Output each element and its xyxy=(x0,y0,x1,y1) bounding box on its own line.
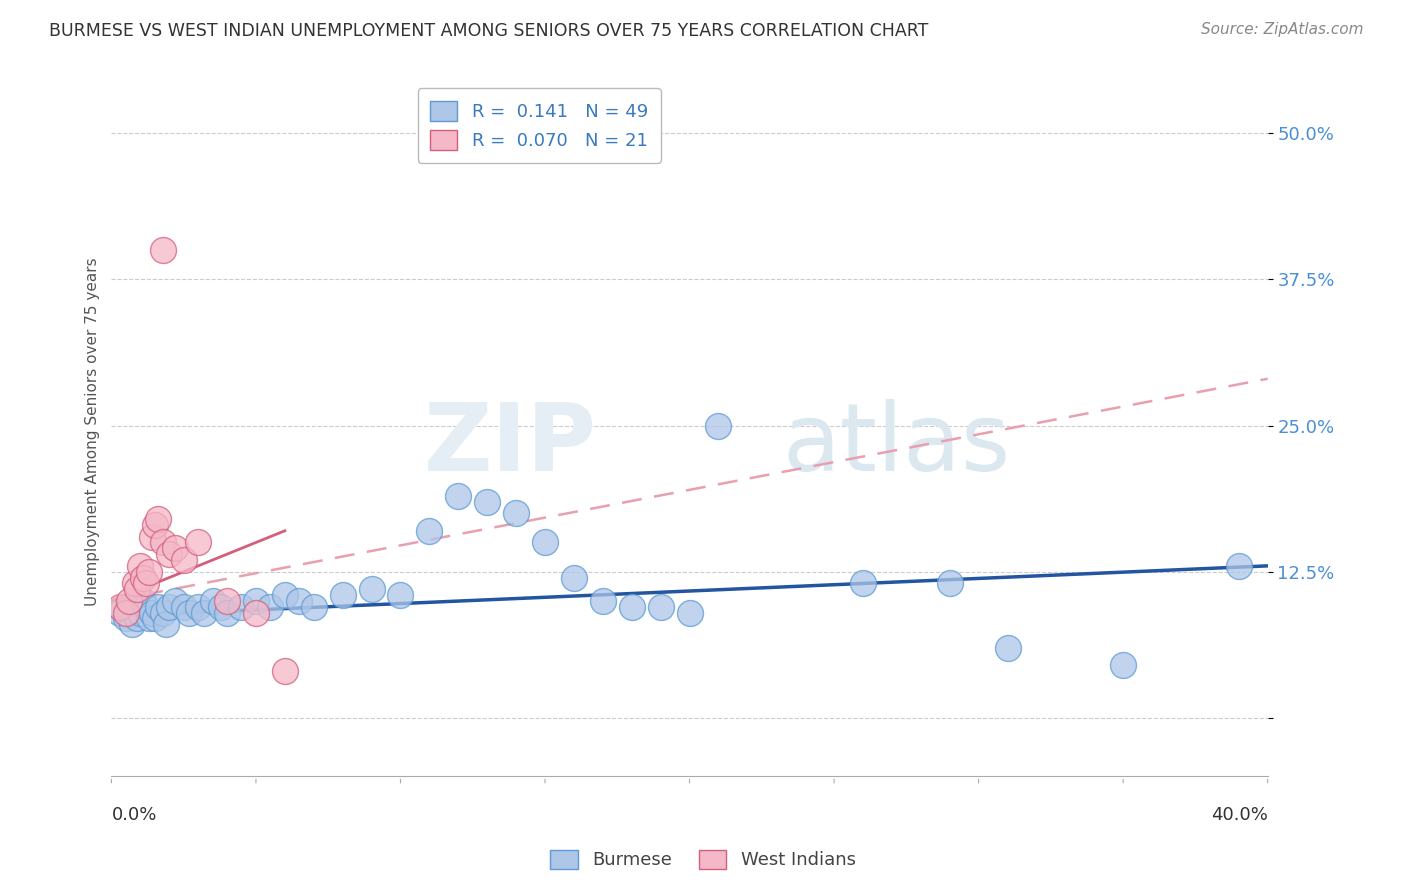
Point xyxy=(115,611,138,625)
Legend: Burmese, West Indians: Burmese, West Indians xyxy=(541,840,865,879)
Point xyxy=(332,588,354,602)
Text: 40.0%: 40.0% xyxy=(1211,805,1268,823)
Point xyxy=(129,558,152,573)
Point xyxy=(187,535,209,549)
Point xyxy=(1227,558,1250,573)
Point xyxy=(127,582,149,597)
Point xyxy=(127,611,149,625)
Text: BURMESE VS WEST INDIAN UNEMPLOYMENT AMONG SENIORS OVER 75 YEARS CORRELATION CHAR: BURMESE VS WEST INDIAN UNEMPLOYMENT AMON… xyxy=(49,22,928,40)
Text: atlas: atlas xyxy=(782,399,1011,491)
Point xyxy=(505,506,527,520)
Legend: R =  0.141   N = 49, R =  0.070   N = 21: R = 0.141 N = 49, R = 0.070 N = 21 xyxy=(418,88,661,162)
Point xyxy=(245,594,267,608)
Point xyxy=(157,547,180,561)
Point xyxy=(209,599,232,614)
Point xyxy=(132,594,155,608)
Point xyxy=(129,606,152,620)
Point xyxy=(155,617,177,632)
Point xyxy=(173,553,195,567)
Point xyxy=(115,606,138,620)
Point xyxy=(938,576,960,591)
Point xyxy=(163,541,186,556)
Text: ZIP: ZIP xyxy=(425,399,598,491)
Point xyxy=(135,576,157,591)
Point xyxy=(138,565,160,579)
Point xyxy=(852,576,875,591)
Point xyxy=(152,243,174,257)
Point xyxy=(259,599,281,614)
Point xyxy=(124,594,146,608)
Point xyxy=(146,512,169,526)
Point xyxy=(707,418,730,433)
Point xyxy=(650,599,672,614)
Point xyxy=(302,599,325,614)
Point xyxy=(360,582,382,597)
Point xyxy=(215,606,238,620)
Point xyxy=(108,599,131,614)
Point xyxy=(121,617,143,632)
Point xyxy=(620,599,643,614)
Point xyxy=(132,570,155,584)
Point xyxy=(152,606,174,620)
Point xyxy=(179,606,201,620)
Point xyxy=(146,599,169,614)
Point xyxy=(389,588,412,602)
Text: Source: ZipAtlas.com: Source: ZipAtlas.com xyxy=(1201,22,1364,37)
Point xyxy=(215,594,238,608)
Point xyxy=(534,535,557,549)
Point xyxy=(245,606,267,620)
Point xyxy=(118,594,141,608)
Point xyxy=(108,606,131,620)
Point xyxy=(1112,658,1135,673)
Point xyxy=(193,606,215,620)
Point xyxy=(157,599,180,614)
Point xyxy=(678,606,700,620)
Point xyxy=(135,599,157,614)
Point xyxy=(187,599,209,614)
Point xyxy=(141,530,163,544)
Point xyxy=(124,576,146,591)
Point xyxy=(173,599,195,614)
Point xyxy=(201,594,224,608)
Y-axis label: Unemployment Among Seniors over 75 years: Unemployment Among Seniors over 75 years xyxy=(86,257,100,606)
Point xyxy=(562,570,585,584)
Text: 0.0%: 0.0% xyxy=(111,805,157,823)
Point xyxy=(418,524,440,538)
Point xyxy=(274,588,297,602)
Point xyxy=(143,611,166,625)
Point xyxy=(152,535,174,549)
Point xyxy=(592,594,614,608)
Point xyxy=(447,489,470,503)
Point xyxy=(141,606,163,620)
Point xyxy=(118,599,141,614)
Point xyxy=(143,517,166,532)
Point xyxy=(274,664,297,678)
Point xyxy=(997,640,1019,655)
Point xyxy=(477,494,499,508)
Point xyxy=(163,594,186,608)
Point xyxy=(288,594,311,608)
Point xyxy=(138,611,160,625)
Point xyxy=(231,599,253,614)
